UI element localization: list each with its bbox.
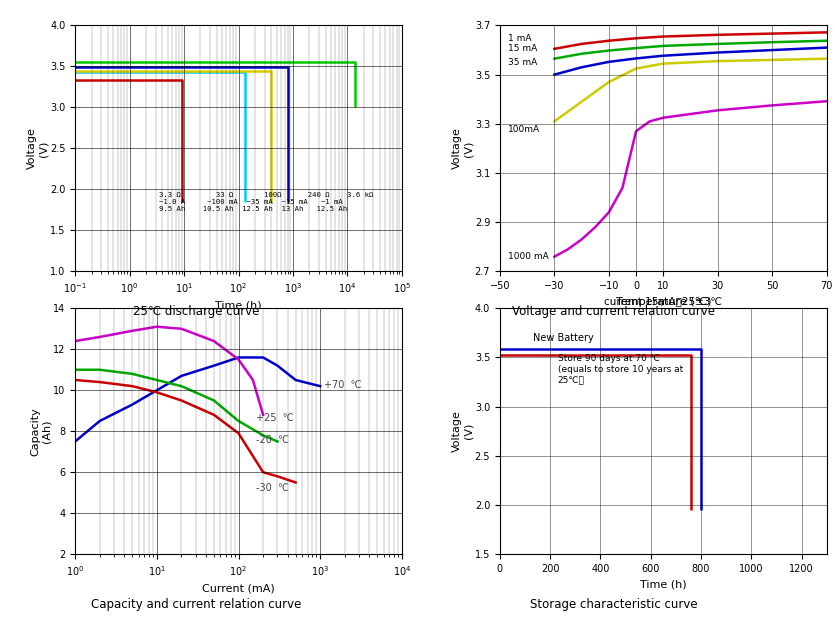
Y-axis label: Voltage
(V): Voltage (V) — [452, 410, 473, 452]
Text: 3.3 Ω        33 Ω       100Ω      240 Ω    3.6 kΩ
~1.0 A     ~100 mA  ~35 mA  ~1: 3.3 Ω 33 Ω 100Ω 240 Ω 3.6 kΩ ~1.0 A ~100… — [159, 192, 373, 212]
Text: +70  ℃: +70 ℃ — [324, 380, 362, 390]
Text: 100mA: 100mA — [508, 125, 540, 134]
Text: New Battery: New Battery — [533, 333, 594, 343]
Y-axis label: Voltage
(V): Voltage (V) — [27, 127, 48, 169]
Text: 25℃ discharge curve: 25℃ discharge curve — [133, 305, 260, 318]
Text: 15 mA: 15 mA — [508, 43, 538, 53]
X-axis label: Current (mA): Current (mA) — [202, 583, 275, 593]
Text: 1 mA: 1 mA — [508, 34, 532, 43]
Text: 35 mA: 35 mA — [508, 59, 538, 68]
Y-axis label: Voltage
(V): Voltage (V) — [452, 127, 473, 169]
Text: Voltage and current relation curve: Voltage and current relation curve — [512, 305, 716, 318]
Text: Store 90 days at 70 ℃
(equals to store 10 years at
25℃）: Store 90 days at 70 ℃ (equals to store 1… — [558, 354, 683, 384]
X-axis label: Temperature (℃): Temperature (℃) — [615, 297, 711, 306]
Title: current 15mA，25±3℃: current 15mA，25±3℃ — [605, 296, 722, 306]
Text: 1000 mA: 1000 mA — [508, 252, 549, 261]
Text: +25  ℃: +25 ℃ — [256, 413, 294, 423]
Y-axis label: Capacity
(Ah): Capacity (Ah) — [30, 407, 52, 455]
Text: Capacity and current relation curve: Capacity and current relation curve — [91, 598, 301, 612]
Text: -20  ℃: -20 ℃ — [256, 436, 290, 445]
X-axis label: Time (h): Time (h) — [215, 301, 262, 310]
Text: -30  ℃: -30 ℃ — [256, 483, 289, 492]
Text: Storage characteristic curve: Storage characteristic curve — [530, 598, 697, 612]
X-axis label: Time (h): Time (h) — [640, 580, 686, 589]
